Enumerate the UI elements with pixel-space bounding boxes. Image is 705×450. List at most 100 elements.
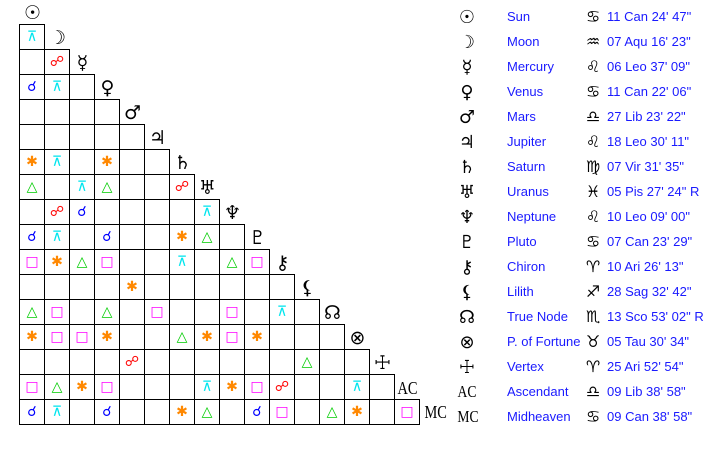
position-row-moon: ☽ Moon ♒ 07 Aqu 16' 23" — [0, 30, 705, 55]
square-icon: □ — [225, 329, 239, 345]
zodiac-sign-icon: ♋ — [585, 232, 601, 251]
body-position: 13 Sco 53' 02" R — [607, 309, 704, 324]
conjunction-icon: ☌ — [27, 404, 37, 420]
trine-icon: △ — [101, 304, 113, 320]
square-icon: □ — [225, 304, 239, 320]
true-node-icon: ☊ — [459, 307, 475, 328]
pluto-icon: ♇ — [458, 232, 476, 253]
body-position: 09 Can 38' 58" — [607, 409, 693, 424]
body-name: Saturn — [507, 159, 546, 174]
zodiac-sign-icon: ♒ — [585, 32, 601, 51]
trine-icon: △ — [26, 179, 38, 195]
chiron-icon: ⚷ — [275, 252, 290, 274]
ascendant-icon: AC — [397, 378, 418, 398]
lilith-icon: ⚸ — [300, 277, 315, 299]
trine-icon: △ — [26, 304, 38, 320]
body-position: 10 Leo 09' 00" — [607, 209, 691, 224]
sextile-icon: ✱ — [251, 329, 263, 345]
square-icon: □ — [25, 379, 39, 395]
quincunx-icon: ⊼ — [51, 404, 63, 420]
saturn-icon: ♄ — [458, 157, 476, 178]
body-name: Venus — [507, 84, 544, 99]
trine-icon: △ — [51, 379, 63, 395]
zodiac-sign-icon: ♋ — [585, 7, 601, 26]
ascendant-icon: AC — [457, 382, 477, 401]
sun-icon: ☉ — [458, 7, 476, 28]
sextile-icon: ✱ — [126, 279, 138, 295]
position-row-venus: ♀ Venus ♋ 11 Can 22' 06" — [0, 80, 705, 105]
quincunx-icon: ⊼ — [51, 229, 63, 245]
zodiac-sign-icon: ♋ — [585, 82, 601, 101]
body-name: Lilith — [507, 284, 534, 299]
venus-icon: ♀ — [460, 82, 474, 103]
body-position: 11 Can 22' 06" — [607, 84, 692, 99]
square-icon: □ — [250, 379, 264, 395]
body-position: 25 Ari 52' 54" — [607, 359, 684, 374]
position-row-uranus: ♅ Uranus ♓ 05 Pis 27' 24" R — [0, 180, 705, 205]
aspect-cell-midheaven-ascendant: □ — [394, 399, 420, 425]
moon-icon: ☽ — [48, 27, 67, 49]
quincunx-icon: ⊼ — [201, 379, 213, 395]
square-icon: □ — [400, 404, 414, 420]
square-icon: □ — [100, 254, 114, 270]
square-icon: □ — [275, 404, 289, 420]
square-icon: □ — [100, 379, 114, 395]
opposition-icon: ☍ — [49, 54, 65, 70]
conjunction-icon: ☌ — [252, 404, 262, 420]
trine-icon: △ — [301, 354, 313, 370]
square-icon: □ — [75, 329, 89, 345]
aspect-grid: ☉ ☽ ☿ ♀ ♂ ♃ ♄ ♅ ♆ ♇ ⚷ ⚸ ☊ ⊗ ☩ AC MC ⊼ ☍ ☌ ⊼ ✱ ⊼ ✱ △ ⊼ △ ☍ ☍ ☌ ⊼ ☌ ⊼ ☌ ✱ △ □ ✱… — [19, 2, 447, 425]
position-row-sun: ☉ Sun ♋ 11 Can 24' 47" — [0, 5, 705, 30]
quincunx-icon: ⊼ — [176, 254, 188, 270]
body-position: 07 Vir 31' 35" — [607, 159, 684, 174]
body-name: Mars — [507, 109, 536, 124]
zodiac-sign-icon: ♐ — [585, 282, 601, 301]
p-of-fortune-icon: ⊗ — [459, 332, 475, 353]
jupiter-icon: ♃ — [148, 127, 167, 149]
sun-icon: ☉ — [23, 2, 42, 24]
body-name: Sun — [507, 9, 531, 24]
saturn-icon: ♄ — [173, 152, 192, 174]
square-icon: □ — [250, 254, 264, 270]
conjunction-icon: ☌ — [27, 229, 37, 245]
position-row-saturn: ♄ Saturn ♍ 07 Vir 31' 35" — [0, 155, 705, 180]
position-row-true-node: ☊ True Node ♏ 13 Sco 53' 02" R — [0, 305, 705, 330]
position-row-p-of-fortune: ⊗ P. of Fortune ♉ 05 Tau 30' 34" — [0, 330, 705, 355]
vertex-icon: ☩ — [458, 357, 476, 378]
true-node-icon: ☊ — [324, 302, 341, 324]
body-name: P. of Fortune — [507, 334, 581, 349]
uranus-icon: ♅ — [198, 177, 217, 199]
moon-icon: ☽ — [458, 32, 476, 53]
zodiac-sign-icon: ♌ — [585, 57, 601, 76]
opposition-icon: ☍ — [174, 179, 190, 195]
neptune-icon: ♆ — [458, 207, 476, 228]
body-name: Pluto — [507, 234, 537, 249]
quincunx-icon: ⊼ — [51, 79, 63, 95]
conjunction-icon: ☌ — [102, 404, 112, 420]
neptune-icon: ♆ — [223, 202, 242, 224]
zodiac-sign-icon: ♍ — [585, 157, 601, 176]
sextile-icon: ✱ — [101, 329, 113, 345]
square-icon: □ — [25, 254, 39, 270]
opposition-icon: ☍ — [49, 204, 65, 220]
mars-icon: ♂ — [123, 102, 142, 124]
uranus-icon: ♅ — [458, 182, 476, 203]
sextile-icon: ✱ — [26, 154, 38, 170]
body-position: 11 Can 24' 47" — [607, 9, 692, 24]
sextile-icon: ✱ — [226, 379, 238, 395]
conjunction-icon: ☌ — [77, 204, 87, 220]
sextile-icon: ✱ — [51, 254, 63, 270]
body-position: 09 Lib 38' 58" — [607, 384, 686, 399]
position-row-chiron: ⚷ Chiron ♈ 10 Ari 26' 13" — [0, 255, 705, 280]
position-row-pluto: ♇ Pluto ♋ 07 Can 23' 29" — [0, 230, 705, 255]
quincunx-icon: ⊼ — [51, 154, 63, 170]
trine-icon: △ — [326, 404, 338, 420]
position-row-midheaven: MC Midheaven ♋ 09 Can 38' 58" — [0, 405, 705, 430]
zodiac-sign-icon: ♎ — [585, 107, 601, 126]
vertex-icon: ☩ — [373, 352, 392, 374]
position-row-vertex: ☩ Vertex ♈ 25 Ari 52' 54" — [0, 355, 705, 380]
opposition-icon: ☍ — [274, 379, 290, 395]
chiron-icon: ⚷ — [460, 257, 474, 278]
zodiac-sign-icon: ♓ — [585, 182, 601, 201]
position-row-jupiter: ♃ Jupiter ♌ 18 Leo 30' 11" — [0, 130, 705, 155]
